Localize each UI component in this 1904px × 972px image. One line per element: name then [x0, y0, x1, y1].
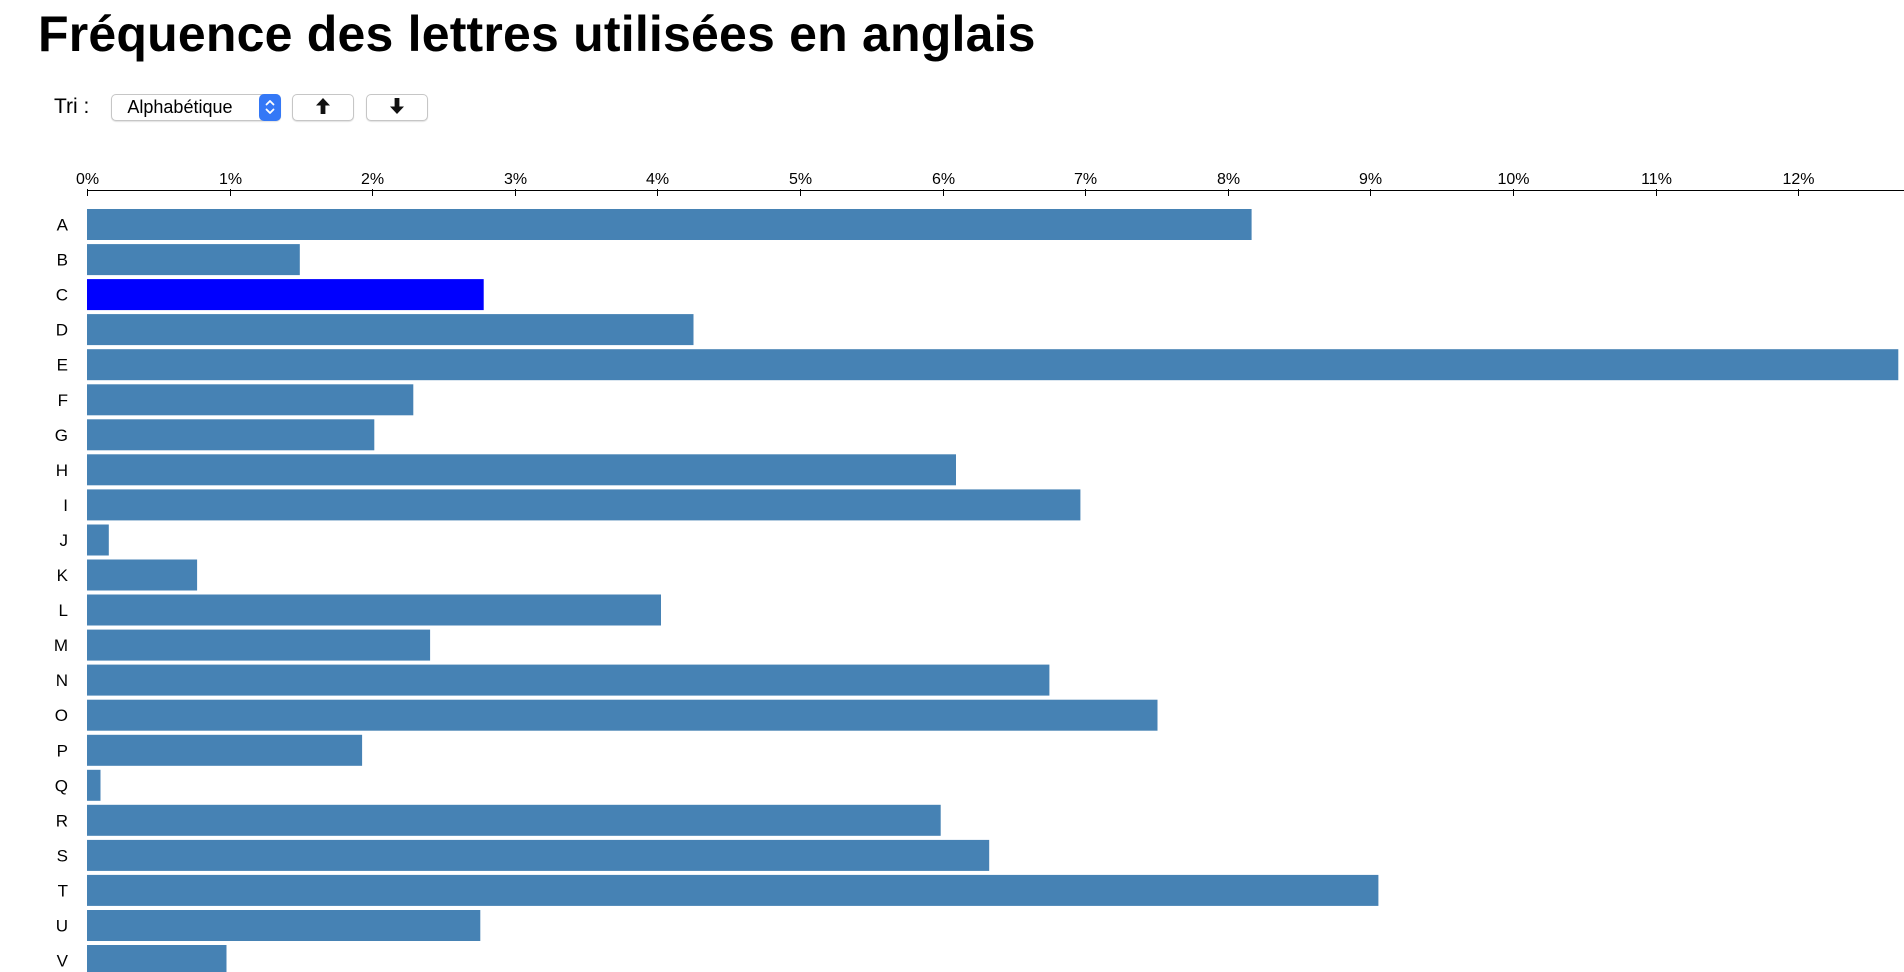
x-tick-label: 5% [789, 171, 812, 188]
x-tick-label: 2% [361, 171, 384, 188]
category-label-b: B [57, 251, 68, 270]
x-tick-label: 9% [1359, 171, 1382, 188]
category-label-a: A [57, 216, 69, 235]
bar-b[interactable] [87, 244, 300, 276]
sort-select-value: Alphabétique [127, 96, 233, 117]
category-label-n: N [56, 671, 68, 690]
bar-g[interactable] [87, 419, 375, 451]
bar-k[interactable] [87, 559, 198, 591]
bar-d[interactable] [87, 314, 694, 346]
bar-r[interactable] [87, 804, 941, 836]
bar-m[interactable] [87, 629, 431, 661]
x-tick-label: 4% [646, 171, 669, 188]
bar-t[interactable] [87, 874, 1379, 906]
bar-h[interactable] [87, 454, 956, 486]
category-label-f: F [58, 391, 68, 410]
x-tick-label: 7% [1074, 171, 1097, 188]
bar-p[interactable] [87, 734, 363, 766]
category-label-s: S [57, 846, 68, 865]
bar-i[interactable] [87, 489, 1081, 521]
category-label-h: H [56, 461, 68, 480]
category-label-i: I [63, 496, 68, 515]
bar-f[interactable] [87, 384, 414, 416]
category-label-l: L [59, 601, 68, 620]
bar-j[interactable] [87, 524, 109, 556]
bar-s[interactable] [87, 839, 990, 871]
arrow-down-icon [389, 97, 405, 118]
x-tick-label: 11% [1641, 171, 1672, 188]
sort-descending-button[interactable] [366, 93, 429, 121]
x-tick-label: 12% [1782, 171, 1814, 188]
arrow-up-icon [315, 97, 331, 118]
bar-v[interactable] [87, 945, 227, 972]
bar-n[interactable] [87, 664, 1050, 696]
select-stepper-icon [259, 93, 282, 121]
category-label-v: V [57, 952, 69, 971]
x-tick-label: 6% [932, 171, 955, 188]
bar-c[interactable] [87, 279, 484, 311]
bar-u[interactable] [87, 910, 481, 941]
bar-l[interactable] [87, 594, 661, 626]
category-label-r: R [56, 811, 68, 830]
category-label-u: U [56, 917, 68, 936]
x-tick-label: 0% [76, 171, 99, 188]
category-label-d: D [56, 321, 68, 340]
category-label-o: O [55, 706, 68, 725]
sort-label: Tri : [54, 95, 90, 118]
category-label-c: C [56, 286, 68, 305]
sort-controls: Tri : Alphabétique [54, 92, 429, 122]
category-label-e: E [57, 356, 68, 375]
bar-e[interactable] [87, 349, 1899, 381]
category-label-m: M [54, 636, 68, 655]
x-tick-label: 10% [1497, 171, 1529, 188]
x-tick-label: 8% [1217, 171, 1240, 188]
sort-ascending-button[interactable] [292, 93, 355, 121]
x-tick-label: 1% [219, 171, 242, 188]
category-label-q: Q [55, 776, 68, 795]
category-label-j: J [60, 531, 69, 550]
bar-o[interactable] [87, 699, 1158, 731]
bar-a[interactable] [87, 209, 1252, 240]
bar-q[interactable] [87, 769, 101, 801]
page-title: Fréquence des lettres utilisées en angla… [38, 6, 1036, 62]
sort-select[interactable]: Alphabétique [111, 93, 282, 121]
category-label-k: K [57, 566, 69, 585]
category-label-t: T [58, 881, 68, 900]
category-label-g: G [55, 426, 68, 445]
x-tick-label: 3% [504, 171, 527, 188]
category-label-p: P [57, 741, 68, 760]
